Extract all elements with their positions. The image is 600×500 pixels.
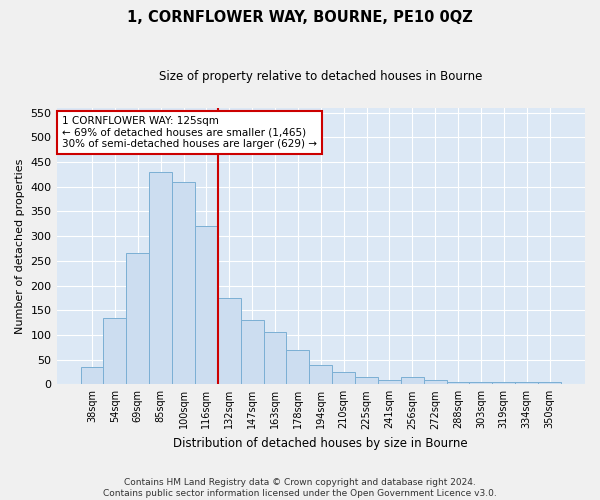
Bar bbox=[149, 172, 172, 384]
Bar bbox=[401, 377, 424, 384]
Text: 1, CORNFLOWER WAY, BOURNE, PE10 0QZ: 1, CORNFLOWER WAY, BOURNE, PE10 0QZ bbox=[127, 10, 473, 25]
Bar bbox=[127, 254, 149, 384]
Text: Contains HM Land Registry data © Crown copyright and database right 2024.
Contai: Contains HM Land Registry data © Crown c… bbox=[103, 478, 497, 498]
X-axis label: Distribution of detached houses by size in Bourne: Distribution of detached houses by size … bbox=[173, 437, 468, 450]
Bar bbox=[241, 320, 263, 384]
Bar bbox=[424, 380, 446, 384]
Bar bbox=[469, 382, 493, 384]
Bar bbox=[80, 367, 103, 384]
Text: 1 CORNFLOWER WAY: 125sqm
← 69% of detached houses are smaller (1,465)
30% of sem: 1 CORNFLOWER WAY: 125sqm ← 69% of detach… bbox=[62, 116, 317, 150]
Bar bbox=[515, 382, 538, 384]
Bar bbox=[195, 226, 218, 384]
Bar bbox=[103, 318, 127, 384]
Bar bbox=[172, 182, 195, 384]
Y-axis label: Number of detached properties: Number of detached properties bbox=[15, 158, 25, 334]
Bar bbox=[286, 350, 310, 384]
Bar bbox=[378, 380, 401, 384]
Bar bbox=[355, 377, 378, 384]
Bar bbox=[446, 382, 469, 384]
Bar bbox=[493, 382, 515, 384]
Title: Size of property relative to detached houses in Bourne: Size of property relative to detached ho… bbox=[159, 70, 482, 83]
Bar bbox=[263, 332, 286, 384]
Bar bbox=[538, 382, 561, 384]
Bar bbox=[332, 372, 355, 384]
Bar bbox=[310, 364, 332, 384]
Bar bbox=[218, 298, 241, 384]
